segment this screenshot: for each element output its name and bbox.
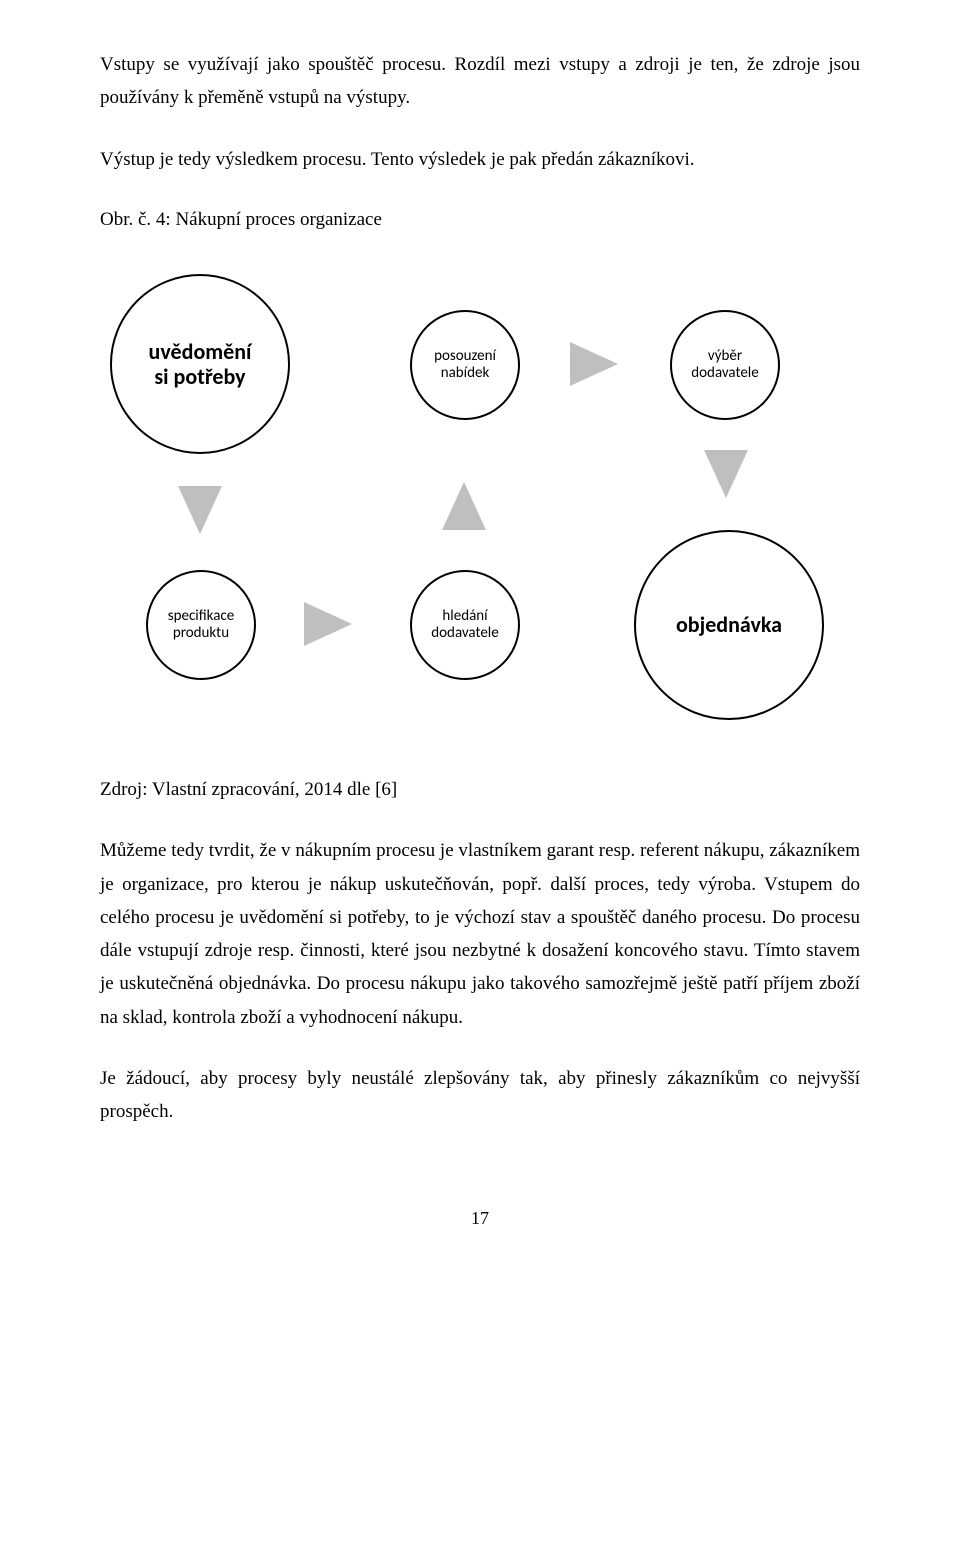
page-number: 17 [100, 1208, 860, 1229]
node-label-line: posouzení [434, 348, 496, 365]
node-specifikace-produktu: specifikace produktu [146, 570, 256, 680]
paragraph-3: Můžeme tedy tvrdit, že v nákupním proces… [100, 834, 860, 1034]
paragraph-2: Výstup je tedy výsledkem procesu. Tento … [100, 143, 860, 176]
node-uvedomeni-si-potreby: uvědomění si potřeby [110, 274, 290, 454]
node-label-line: uvědomění [149, 339, 252, 364]
node-label-line: dodavatele [431, 625, 498, 642]
arrow-icon [442, 482, 486, 530]
node-label-line: dodavatele [691, 365, 758, 382]
node-label-line: hledání [442, 608, 487, 625]
arrow-icon [178, 486, 222, 534]
node-label-line: objednávka [676, 612, 782, 637]
arrow-icon [704, 450, 748, 498]
paragraph-1: Vstupy se využívají jako spouštěč proces… [100, 48, 860, 115]
arrow-icon [304, 602, 352, 646]
node-objednavka: objednávka [634, 530, 824, 720]
node-label-line: nabídek [441, 365, 490, 382]
node-hledani-dodavatele: hledání dodavatele [410, 570, 520, 680]
arrow-icon [570, 342, 618, 386]
node-label-line: specifikace [168, 608, 235, 625]
paragraph-4: Je žádoucí, aby procesy byly neustálé zl… [100, 1062, 860, 1129]
node-label-line: výběr [708, 348, 742, 365]
node-label-line: produktu [173, 625, 229, 642]
figure-caption: Obr. č. 4: Nákupní proces organizace [100, 204, 860, 236]
figure-source: Zdroj: Vlastní zpracování, 2014 dle [6] [100, 774, 860, 806]
node-posouzeni-nabidek: posouzení nabídek [410, 310, 520, 420]
node-label-line: si potřeby [154, 364, 245, 389]
node-vyber-dodavatele: výběr dodavatele [670, 310, 780, 420]
process-diagram: uvědomění si potřeby posouzení nabídek v… [100, 254, 860, 754]
